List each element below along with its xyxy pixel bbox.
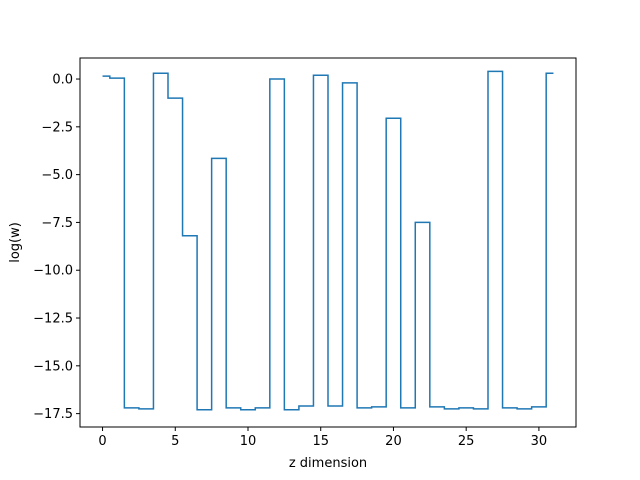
x-tick-label: 5	[171, 434, 179, 449]
plot-area	[102, 70, 554, 411]
y-tick-label: −12.5	[33, 312, 73, 327]
y-tick-label: −5.0	[41, 168, 73, 183]
x-tick-label: 25	[458, 434, 475, 449]
x-axis-label: z dimension	[289, 456, 367, 471]
x-tick-label: 0	[98, 434, 106, 449]
y-axis: 0.0 −2.5 −5.0 −7.5 −10.0 −12.5 −15.0 −17.5	[33, 73, 80, 422]
y-tick-label: −7.5	[41, 216, 73, 231]
y-tick-label: −17.5	[33, 407, 73, 422]
x-tick-label: 20	[385, 434, 402, 449]
y-axis-label: log(w)	[8, 222, 23, 263]
y-tick-label: −2.5	[41, 120, 73, 135]
x-axis: 0 5 10 15 20 25 30	[98, 427, 547, 449]
x-tick-label: 15	[312, 434, 329, 449]
x-tick-label: 30	[531, 434, 548, 449]
axes-frame	[79, 57, 577, 428]
y-tick-label: −15.0	[33, 359, 73, 374]
x-tick-label: 10	[240, 434, 257, 449]
y-tick-label: 0.0	[52, 73, 73, 88]
y-tick-label: −10.0	[33, 264, 73, 279]
series-step-line	[102, 70, 554, 411]
